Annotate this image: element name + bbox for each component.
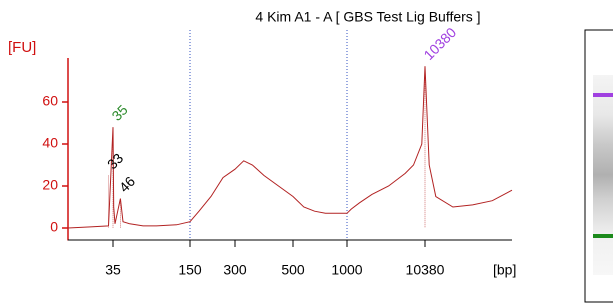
- x-tick-label: 300: [223, 262, 247, 278]
- chart-title: 4 Kim A1 - A [ GBS Test Lig Buffers ]: [255, 9, 480, 25]
- x-tick-label: 150: [178, 262, 202, 278]
- trace: [68, 66, 512, 228]
- x-tick-label: 500: [281, 262, 305, 278]
- x-axis-label: [bp]: [493, 262, 516, 278]
- y-tick-label: 60: [42, 93, 58, 109]
- x-tick-label: 35: [105, 262, 121, 278]
- gel-lane: [585, 30, 613, 302]
- peak-label: 33: [104, 150, 126, 172]
- electropherogram: 4 Kim A1 - A [ GBS Test Lig Buffers ] [F…: [0, 0, 613, 303]
- x-tick-label: 1000: [331, 262, 362, 278]
- x-tick-label: 10380: [406, 262, 445, 278]
- y-tick-label: 0: [50, 219, 58, 235]
- y-tick-label: 40: [42, 135, 58, 151]
- peak-label: 46: [116, 173, 138, 195]
- peak-label: 10380: [420, 24, 459, 63]
- y-axis-label: [FU]: [8, 39, 36, 56]
- y-tick-label: 20: [42, 177, 58, 193]
- peak-label: 35: [108, 101, 130, 123]
